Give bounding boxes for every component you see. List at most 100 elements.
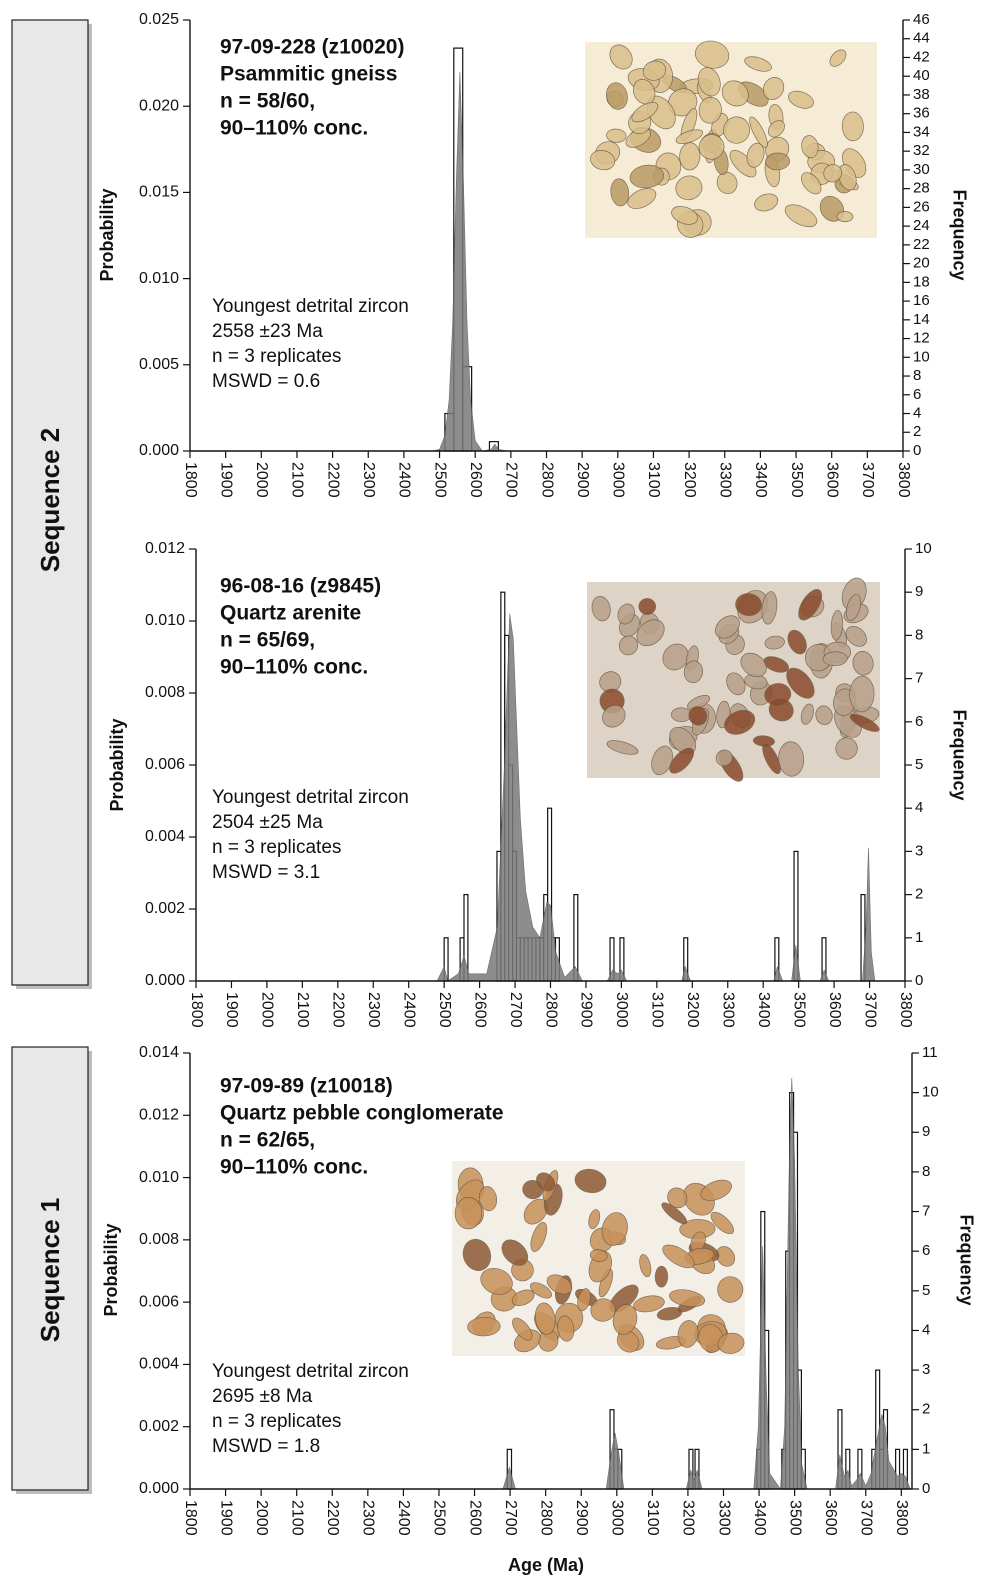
- grain: [612, 1304, 638, 1335]
- grain: [753, 735, 775, 747]
- grain: [546, 1274, 573, 1295]
- grain: [697, 67, 721, 97]
- x-tick-label: 3100: [644, 1500, 661, 1536]
- x-axis-label: Age (Ma): [508, 1555, 584, 1575]
- y-axis-label: Probability: [107, 718, 127, 811]
- x-tick-label: 2700: [503, 462, 520, 498]
- grain: [661, 1202, 688, 1225]
- annotation: 2558 ±23 Ma: [212, 321, 323, 342]
- grain: [606, 740, 639, 755]
- grain: [744, 56, 772, 72]
- y2-tick-label: 8: [915, 626, 923, 643]
- grain: [462, 1238, 492, 1271]
- grain: [671, 205, 699, 225]
- y2-tick-label: 26: [913, 198, 930, 215]
- y-tick-label: 0.014: [139, 1044, 179, 1061]
- grain: [501, 1239, 529, 1266]
- y2-tick-label: 20: [913, 255, 930, 272]
- y2-tick-label: 6: [922, 1242, 930, 1259]
- y-tick-label: 0.004: [139, 1356, 179, 1373]
- grain: [700, 1179, 732, 1201]
- y2-tick-label: 0: [913, 442, 921, 459]
- grain: [616, 1330, 640, 1353]
- grain: [511, 1289, 535, 1306]
- x-tick-label: 3300: [720, 992, 737, 1028]
- grain: [669, 747, 695, 774]
- x-tick-label: 2100: [288, 1500, 305, 1536]
- y-tick-label: 0.002: [139, 1418, 179, 1435]
- y2-tick-label: 10: [913, 348, 930, 365]
- x-tick-label: 2700: [502, 1500, 519, 1536]
- sequence-label: Sequence 2: [35, 428, 65, 573]
- sample-title: Psammitic gneiss: [220, 63, 397, 86]
- sequence-box: [11, 1046, 89, 1491]
- x-tick-label: 2500: [436, 992, 453, 1028]
- x-tick-label: 1900: [217, 1500, 234, 1536]
- sequence-label: Sequence 1: [35, 1198, 65, 1343]
- x-tick-label: 2800: [538, 462, 555, 498]
- y-tick-label: 0.010: [139, 1169, 179, 1186]
- x-tick-label: 2500: [431, 1500, 448, 1536]
- grain: [606, 82, 628, 110]
- grain: [716, 1246, 736, 1267]
- y2-tick-label: 2: [915, 886, 923, 903]
- x-tick-label: 3600: [826, 992, 843, 1028]
- y2-tick-label: 30: [913, 161, 930, 178]
- grain: [677, 1320, 699, 1348]
- annotation: 2695 ±8 Ma: [212, 1386, 313, 1407]
- x-tick-label: 2400: [395, 1500, 412, 1536]
- grain: [606, 128, 627, 143]
- sample-title: 90–110% conc.: [220, 117, 368, 140]
- grain: [601, 1212, 628, 1246]
- grain: [536, 1172, 556, 1192]
- x-tick-label: 3500: [786, 1500, 803, 1536]
- y-tick-label: 0.000: [139, 1480, 179, 1497]
- grain: [715, 615, 740, 639]
- grain: [479, 1186, 498, 1212]
- y2-axis-label: Frequency: [949, 189, 969, 280]
- y2-tick-label: 16: [913, 292, 930, 309]
- y2-tick-label: 4: [922, 1321, 930, 1338]
- grain: [633, 1295, 665, 1313]
- x-tick-label: 2900: [578, 992, 595, 1028]
- x-tick-label: 3300: [717, 462, 734, 498]
- x-tick-label: 3600: [822, 1500, 839, 1536]
- y2-tick-label: 0: [922, 1480, 930, 1497]
- x-tick-label: 3700: [859, 462, 876, 498]
- y2-tick-label: 3: [922, 1361, 930, 1378]
- grain: [688, 706, 708, 726]
- y2-axis-label: Frequency: [956, 1214, 976, 1305]
- x-tick-label: 3100: [649, 992, 666, 1028]
- annotation: MSWD = 1.8: [212, 1436, 320, 1457]
- grain: [822, 651, 848, 666]
- x-tick-label: 3800: [897, 992, 914, 1028]
- x-tick-label: 3000: [610, 462, 627, 498]
- y2-tick-label: 4: [915, 799, 923, 816]
- x-tick-label: 2200: [324, 462, 341, 498]
- grain: [717, 1332, 745, 1354]
- grain: [829, 49, 847, 67]
- y2-tick-label: 12: [913, 330, 930, 347]
- sample-title: 97-09-228 (z10020): [220, 36, 404, 59]
- y2-tick-label: 3: [915, 842, 923, 859]
- sample-title: Quartz arenite: [220, 602, 361, 625]
- sequence-box: [11, 19, 89, 986]
- grain: [574, 1168, 607, 1193]
- y-tick-label: 0.008: [145, 684, 185, 701]
- x-tick-label: 2000: [253, 1500, 270, 1536]
- grain: [786, 667, 815, 699]
- y2-tick-label: 14: [913, 311, 930, 328]
- y2-tick-label: 42: [913, 48, 930, 65]
- y2-tick-label: 40: [913, 67, 930, 84]
- grain: [735, 593, 762, 616]
- y2-tick-label: 1: [922, 1440, 930, 1457]
- grain: [761, 591, 778, 625]
- x-tick-label: 2500: [431, 462, 448, 498]
- y-tick-label: 0.005: [139, 356, 179, 373]
- x-tick-label: 2600: [466, 1500, 483, 1536]
- x-tick-label: 2100: [289, 462, 306, 498]
- y2-axis-label: Frequency: [949, 709, 969, 800]
- sample-title: n = 58/60,: [220, 90, 315, 113]
- y-tick-label: 0.006: [139, 1293, 179, 1310]
- annotation: n = 3 replicates: [212, 346, 341, 367]
